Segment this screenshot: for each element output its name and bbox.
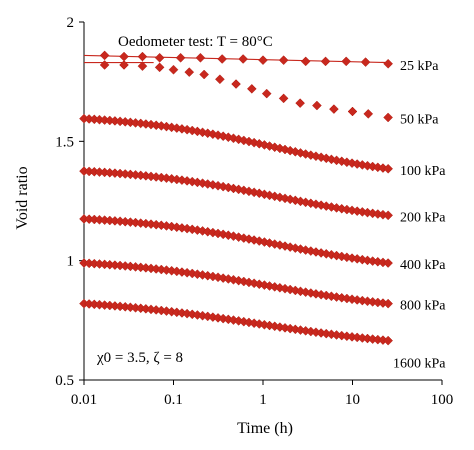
point-50kpa — [329, 104, 339, 114]
y-tick-label: 2 — [67, 15, 75, 31]
point-50kpa — [261, 88, 272, 99]
point-25kpa — [217, 54, 228, 64]
y-tick-label: 1 — [67, 254, 75, 270]
y-tick-label: 0.5 — [55, 373, 74, 389]
point-50kpa — [383, 112, 393, 123]
point-100kpa — [383, 163, 393, 174]
point-1600kpa — [383, 335, 393, 346]
point-50kpa — [184, 67, 195, 77]
point-25kpa — [300, 56, 311, 67]
series-label-1600kpa: 1600 kPa — [393, 357, 446, 372]
point-25kpa — [137, 51, 148, 62]
x-tick-label: 0.1 — [164, 392, 183, 408]
test-annotation: Oedometer test: T = 80°C — [118, 34, 273, 50]
point-50kpa — [199, 69, 210, 80]
series-label-100kpa: 100 kPa — [400, 164, 446, 179]
ticks: 0.01 0.1 1 10 100 0.5 1 1.5 2 — [55, 15, 453, 408]
point-25kpa — [278, 55, 289, 66]
point-50kpa — [99, 60, 110, 70]
point-400kpa — [383, 258, 393, 268]
series-label-800kpa: 800 kPa — [400, 299, 446, 314]
point-25kpa — [119, 51, 129, 62]
point-50kpa — [278, 93, 289, 104]
point-25kpa — [99, 50, 110, 61]
point-50kpa — [231, 79, 241, 89]
point-50kpa — [119, 60, 129, 70]
point-50kpa — [168, 64, 179, 75]
x-tick-label: 0.01 — [71, 392, 97, 408]
plot-area — [79, 50, 393, 346]
point-50kpa — [246, 83, 257, 94]
point-50kpa — [295, 98, 305, 109]
point-50kpa — [347, 106, 358, 117]
point-50kpa — [363, 109, 374, 119]
x-tick-label: 10 — [345, 392, 360, 408]
series-label-400kpa: 400 kPa — [400, 258, 446, 273]
series-label-50kpa: 50 kPa — [400, 112, 439, 127]
x-tick-label: 100 — [431, 392, 454, 408]
point-25kpa — [341, 56, 352, 67]
y-axis-title: Void ratio — [14, 166, 31, 229]
point-25kpa — [258, 55, 268, 66]
fit-line-25kpa — [83, 54, 389, 64]
point-25kpa — [154, 52, 165, 63]
y-tick-label: 1.5 — [55, 134, 74, 150]
point-25kpa — [175, 52, 186, 63]
x-axis-title: Time (h) — [237, 420, 293, 437]
point-800kpa — [383, 298, 393, 309]
point-25kpa — [360, 57, 371, 67]
params-annotation: χ0 = 3.5, ζ = 8 — [96, 350, 183, 366]
point-25kpa — [238, 54, 248, 64]
series-label-25kpa: 25 kPa — [400, 59, 439, 74]
point-50kpa — [137, 61, 148, 72]
x-tick-label: 1 — [259, 392, 267, 408]
point-200kpa — [383, 210, 393, 221]
series-labels: 25 kPa 50 kPa 100 kPa 200 kPa 400 kPa 800 kPa… — [393, 59, 446, 372]
point-50kpa — [312, 100, 322, 111]
point-50kpa — [215, 74, 225, 85]
point-25kpa — [383, 58, 393, 69]
series-label-200kpa: 200 kPa — [400, 210, 446, 225]
point-50kpa — [154, 62, 165, 73]
point-25kpa — [320, 56, 331, 67]
point-25kpa — [195, 52, 206, 63]
